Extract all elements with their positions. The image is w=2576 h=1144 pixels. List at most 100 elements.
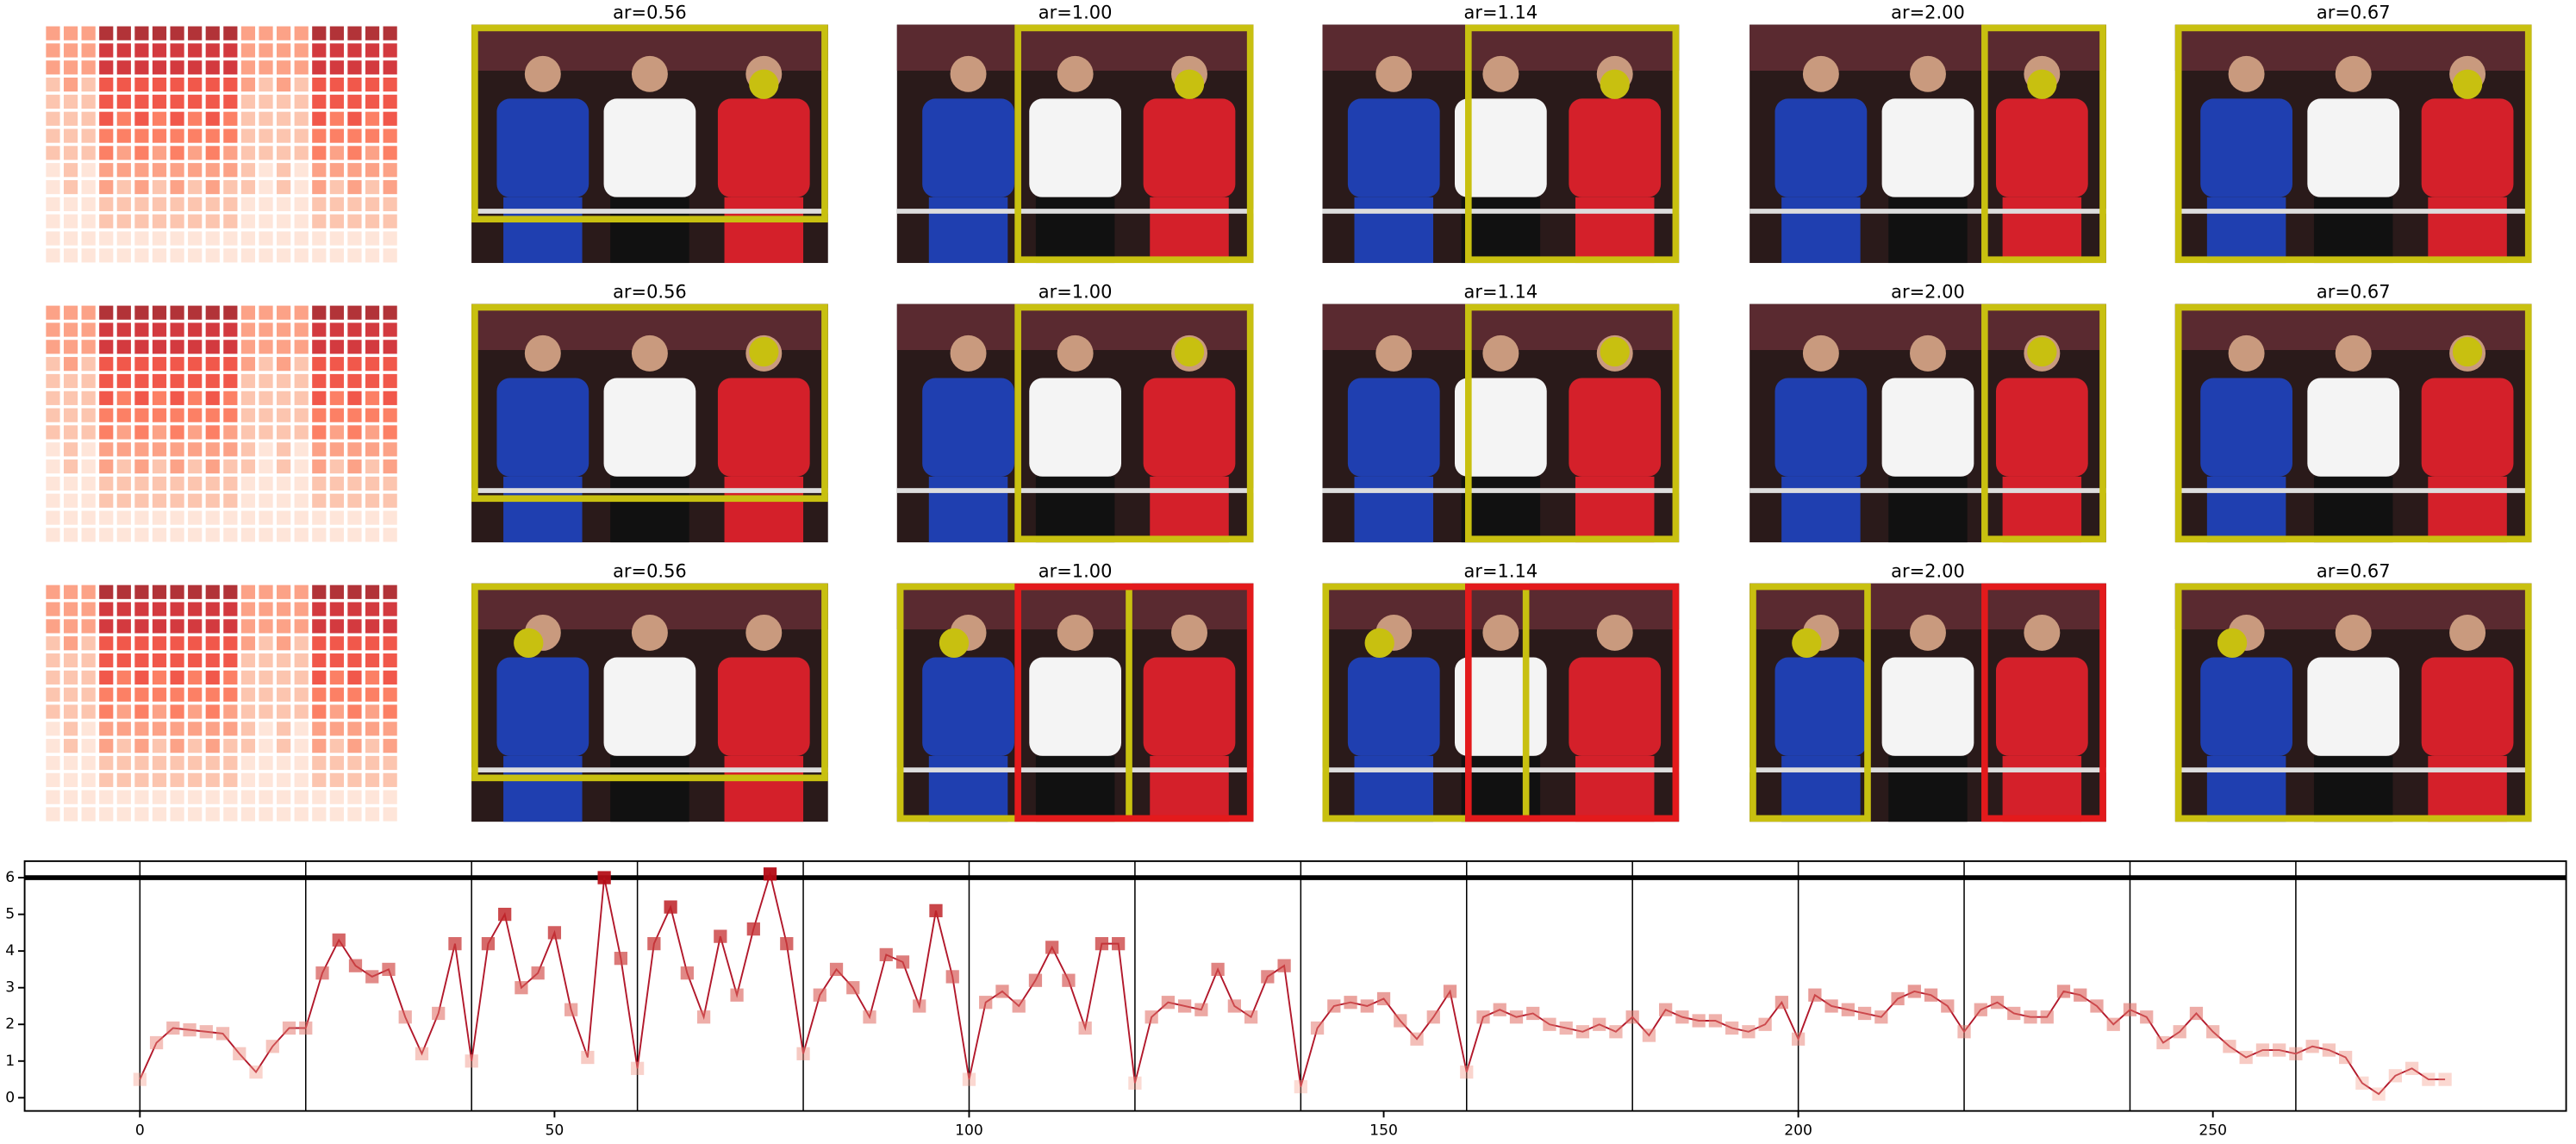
heatmap-cell <box>365 128 380 143</box>
heatmap-cell <box>294 357 309 372</box>
heatmap-cell <box>240 408 256 422</box>
crop-box <box>1464 303 1680 543</box>
heatmap-cell <box>294 602 309 616</box>
head <box>1910 614 1946 651</box>
heatmap-cell <box>365 602 380 616</box>
heatmap-cell <box>312 510 327 525</box>
heatmap-cell <box>383 493 397 508</box>
marker <box>2404 1061 2419 1075</box>
heatmap-cell <box>46 248 60 263</box>
marker <box>846 981 860 995</box>
heatmap-cell <box>170 357 184 372</box>
marker <box>913 999 926 1013</box>
crop-box <box>471 583 828 782</box>
heatmap-cell <box>46 653 60 668</box>
marker <box>1924 988 1938 1002</box>
heatmap-cell <box>259 60 273 75</box>
heatmap-cell <box>277 78 291 92</box>
heatmap-cell <box>81 197 96 211</box>
heatmap-cell <box>152 442 167 457</box>
heatmap-cell <box>294 528 309 542</box>
legs <box>1354 197 1434 264</box>
heatmap-cell <box>223 111 238 126</box>
heatmap-cell <box>223 476 238 491</box>
head <box>1596 614 1633 651</box>
heatmap-cell <box>99 585 114 599</box>
heatmap-cell <box>116 408 131 422</box>
heatmap-cell <box>383 722 397 736</box>
heatmap-cell <box>46 146 60 160</box>
keypoint <box>2217 628 2248 659</box>
heatmap-cell <box>240 94 256 109</box>
heatmap-cell <box>170 60 184 75</box>
heatmap-cell <box>63 94 78 109</box>
marker <box>564 1003 578 1016</box>
heatmap-cell <box>99 425 114 440</box>
heatmap-cell <box>347 772 362 787</box>
marker <box>1625 1010 1639 1024</box>
heatmap-cell <box>259 493 273 508</box>
keypoint <box>1600 336 1630 367</box>
heatmap-cell <box>46 722 60 736</box>
heatmap-cell <box>223 94 238 109</box>
heatmap-cell <box>63 248 78 263</box>
heatmap-cell <box>205 94 220 109</box>
heatmap-cell <box>240 231 256 246</box>
heatmap-cell <box>312 340 327 354</box>
head <box>1910 334 1946 372</box>
heatmap-cell <box>240 322 256 337</box>
torso <box>922 378 1014 477</box>
marker <box>2289 1047 2303 1060</box>
heatmap-cell <box>134 636 149 651</box>
marker <box>1376 991 1391 1006</box>
heatmap-cell <box>188 739 203 753</box>
heatmap-cell <box>223 340 238 354</box>
heatmap-cell <box>152 26 167 41</box>
heatmap-cell <box>329 43 344 58</box>
marker <box>1161 996 1176 1010</box>
marker <box>2140 1010 2154 1024</box>
heatmap-cell <box>170 619 184 634</box>
heatmap-cell <box>134 60 149 75</box>
heatmap-cell <box>277 807 291 822</box>
heatmap-cell <box>277 408 291 422</box>
heatmap-cell <box>152 43 167 58</box>
torso <box>496 378 589 477</box>
legs <box>2206 197 2286 264</box>
heatmap-cell <box>205 510 220 525</box>
heatmap-cell <box>99 179 114 195</box>
heatmap-cell <box>365 78 380 92</box>
marker <box>829 962 844 977</box>
legs <box>503 476 583 543</box>
marker <box>746 922 760 936</box>
heatmap-cell <box>152 755 167 771</box>
heatmap-cell <box>170 704 184 719</box>
marker <box>1857 1006 1872 1021</box>
heatmap-cell <box>277 442 291 457</box>
heatmap-cell <box>152 128 167 143</box>
heatmap-cell <box>312 790 327 804</box>
heatmap-cell <box>63 163 78 178</box>
heatmap-cell <box>188 510 203 525</box>
heatmap-cell <box>188 585 203 599</box>
heatmap-cell <box>152 493 167 508</box>
heatmap-cell <box>81 60 96 75</box>
heatmap-cell <box>46 755 60 771</box>
heatmap-cell <box>347 305 362 320</box>
heatmap-cell <box>170 459 184 474</box>
heatmap-cell <box>223 26 238 41</box>
heatmap-cell <box>205 425 220 440</box>
heatmap-cell <box>329 585 344 599</box>
heatmap-cell <box>294 790 309 804</box>
heatmap-cell <box>99 636 114 651</box>
heatmap-cell <box>170 585 184 599</box>
marker <box>1824 999 1838 1013</box>
heatmap-cell <box>81 425 96 440</box>
crop-box <box>1014 24 1254 264</box>
heatmap-cell <box>81 26 96 41</box>
heatmap-cell <box>116 60 131 75</box>
torso <box>1347 657 1440 756</box>
heatmap-cell <box>116 231 131 246</box>
heatmap-cell <box>277 636 291 651</box>
torso <box>717 657 810 756</box>
